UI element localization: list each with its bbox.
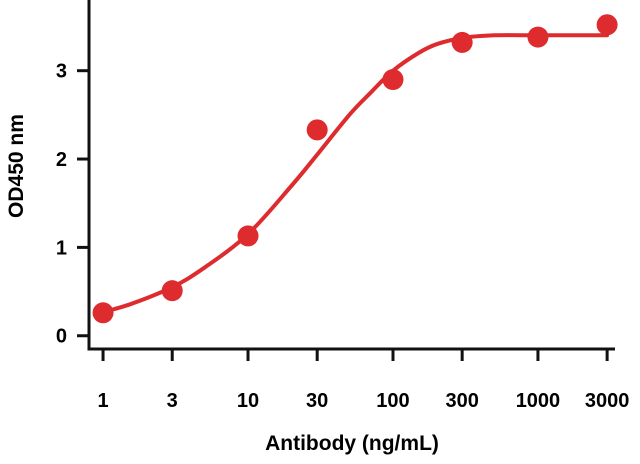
y-tick-label: 2 <box>56 149 67 171</box>
x-tick-label: 100 <box>376 390 409 412</box>
x-axis-title: Antibody (ng/mL) <box>265 432 439 455</box>
x-tick-label: 10 <box>237 390 259 412</box>
fit-curve-layer <box>94 33 610 316</box>
data-points-layer <box>92 14 618 324</box>
data-point <box>237 225 259 247</box>
y-tick-label: 1 <box>56 237 67 259</box>
data-point <box>382 69 404 91</box>
data-point <box>527 26 549 48</box>
fit-curve <box>94 33 610 316</box>
y-tick-label: 0 <box>56 326 67 348</box>
axes <box>77 0 615 361</box>
x-tick-label: 30 <box>306 390 328 412</box>
data-point <box>161 280 183 302</box>
data-point <box>451 31 473 53</box>
x-tick-label: 300 <box>445 390 478 412</box>
y-tick-label: 3 <box>56 61 67 83</box>
data-point <box>596 14 618 36</box>
x-tick-label: 1000 <box>516 390 561 412</box>
y-axis-title: OD450 nm <box>5 114 28 218</box>
data-point <box>306 119 328 141</box>
tick-labels: 0 1 2 3 1 3 10 30 100 300 1000 3000 <box>56 61 629 412</box>
data-point <box>92 302 114 324</box>
x-tick-label: 3 <box>167 390 178 412</box>
x-tick-label: 1 <box>97 390 108 412</box>
x-tick-label: 3000 <box>585 390 630 412</box>
